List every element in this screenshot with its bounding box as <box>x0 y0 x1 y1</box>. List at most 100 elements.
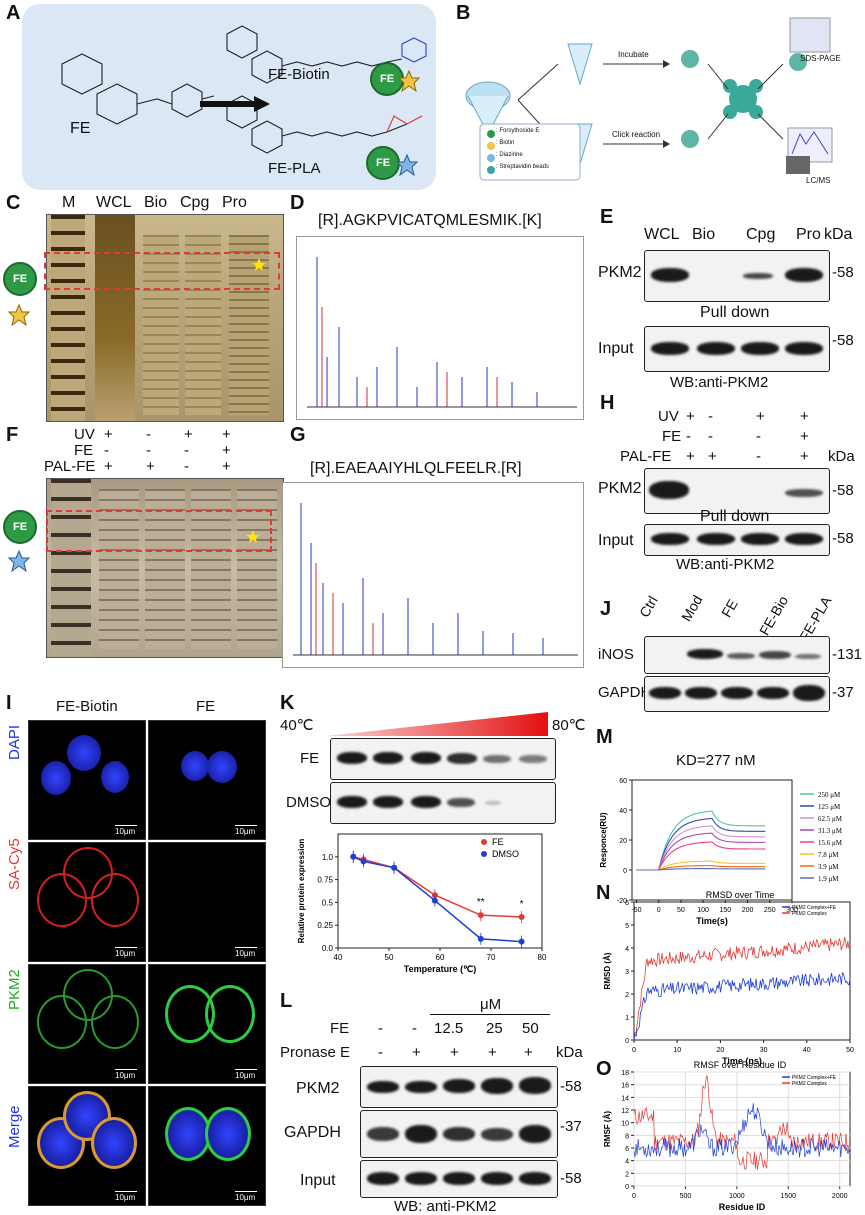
h-fe-2: - <box>708 428 713 445</box>
x-axis-label: Temperature (℃) <box>404 964 476 974</box>
legend-label: DMSO <box>492 849 519 859</box>
x-tick-label: 0 <box>632 1047 636 1054</box>
data-point <box>518 938 525 945</box>
f-fe-1: - <box>104 442 109 459</box>
y-tick-label: 40 <box>619 808 627 815</box>
e-lane-wcl: WCL <box>644 226 680 243</box>
y-tick-label: 18 <box>621 1070 629 1077</box>
h-uv-4: + <box>800 408 809 425</box>
y-tick-label: 0.0 <box>322 944 334 953</box>
o-rmsf-chart: RMSF over Residue ID 0 500 1000 1500 2000 0 2 4 6… <box>603 1060 851 1212</box>
i-row-pkm2: PKM2 <box>6 969 23 1010</box>
x-tick-label: 500 <box>680 1193 692 1200</box>
x-tick-label: 70 <box>487 953 496 962</box>
silver-stain-gel-c <box>46 214 284 422</box>
l-fe-3: 12.5 <box>434 1020 464 1037</box>
m-spr-chart: -50 0 50 100 150 200 250 300 -20 0 20 40 60 Time(s) Re… <box>599 778 843 926</box>
ms-spectrum-g <box>282 482 584 668</box>
scale-label: 10μm <box>235 827 256 836</box>
y-tick-label: 6 <box>625 900 629 907</box>
x-axis-label: Time(s) <box>696 916 728 926</box>
f-fe-2: - <box>146 442 151 459</box>
e-kda: kDa <box>824 226 853 243</box>
scale-label: 10μm <box>235 1193 256 1202</box>
chart-title: RMSF over Residue ID <box>694 1060 787 1070</box>
fe-pla-label: FE-PLA <box>268 160 321 177</box>
click-reaction-label: Click reaction <box>612 130 661 139</box>
x-tick-label: 0 <box>657 907 661 914</box>
k-dmso-label: DMSO <box>286 794 331 811</box>
e-lane-cpg: Cpg <box>746 226 776 243</box>
x-tick-label: 10 <box>673 1047 681 1054</box>
significance-annotation: ** <box>477 897 485 908</box>
h-pkm2-label: PKM2 <box>598 480 642 497</box>
e-pulldown-label: Pull down <box>700 304 770 321</box>
x-tick-label: 40 <box>334 953 343 962</box>
y-axis-label: RMSF (Å) <box>603 1111 612 1147</box>
y-tick-label: 20 <box>619 838 627 845</box>
data-point <box>360 858 367 865</box>
j-lane-ctrl: Ctrl <box>636 593 661 620</box>
l-input-blot <box>360 1160 558 1198</box>
lane-bio: Bio <box>144 194 168 211</box>
x-tick-label: 300 <box>786 907 798 914</box>
gel-c-highlight-box <box>44 252 280 290</box>
series-line-complex-fe <box>633 971 851 1041</box>
k-temp-high: 80℃ <box>552 717 586 734</box>
scale-label: 10μm <box>115 1193 136 1202</box>
y-tick-label: 0.75 <box>317 876 333 885</box>
y-tick-label: 60 <box>619 778 627 785</box>
y-tick-label: 2 <box>625 1171 629 1178</box>
l-pr-3: + <box>450 1044 459 1061</box>
h-palfe-3: - <box>756 448 761 465</box>
l-pr-2: + <box>412 1044 421 1061</box>
data-point <box>477 912 484 919</box>
micro-pkm2-fe: 10μm <box>148 964 266 1084</box>
panel-a-letter: A <box>6 2 21 24</box>
sensorgram-3 <box>636 832 766 871</box>
data-point <box>477 935 484 942</box>
panel-f-letter: F <box>6 424 19 446</box>
panel-c-biotin-icon <box>8 304 30 326</box>
l-pkm2-blot <box>360 1066 558 1108</box>
f-uv-label: UV <box>74 426 95 443</box>
f-uv-2: - <box>146 426 151 443</box>
x-tick-label: 1000 <box>729 1193 745 1200</box>
f-uv-4: + <box>222 426 231 443</box>
panel-b-workflow <box>465 17 833 181</box>
diazirine-star-icon <box>396 154 418 176</box>
panel-a-structures <box>61 25 427 154</box>
e-mw1: -58 <box>832 264 854 281</box>
gel-c-star-icon <box>252 258 266 271</box>
sensorgram-7 <box>636 867 766 871</box>
x-tick-label: 30 <box>760 1047 768 1054</box>
legend-label: 15.6 μM <box>818 839 843 847</box>
significance-annotation: * <box>520 899 524 910</box>
lane-wcl: WCL <box>96 194 132 211</box>
f-uv-3: + <box>184 426 193 443</box>
l-fe-5: 50 <box>522 1020 539 1037</box>
incubate-label: Incubate <box>618 50 649 59</box>
h-fe-label: FE <box>662 428 682 445</box>
panel-m-letter: M <box>596 726 613 748</box>
legend-label: PKM2 Complex+FE <box>792 1075 837 1081</box>
i-row-dapi: DAPI <box>6 724 23 760</box>
x-axis-label: Residue ID <box>719 1202 766 1212</box>
i-col-fe: FE <box>196 698 216 715</box>
lane-cpg: Cpg <box>180 194 210 211</box>
l-input-label: Input <box>300 1172 336 1189</box>
y-axis-label: Relative protein expression <box>297 839 306 944</box>
lane-m: M <box>62 194 76 211</box>
panel-n-letter: N <box>596 882 611 904</box>
legend-label: 1.9 μM <box>818 875 839 883</box>
gel-f-star-icon <box>246 530 260 543</box>
f-palfe-3: - <box>184 458 189 475</box>
fe-biotin-label: FE-Biotin <box>268 66 330 83</box>
panel-j-letter: J <box>600 598 612 620</box>
h-kda: kDa <box>828 448 855 465</box>
e-input-label: Input <box>598 340 634 357</box>
f-palfe-2: + <box>146 458 155 475</box>
h-fe-1: - <box>686 428 691 445</box>
n-rmsd-chart: RMSD over Time 0 10 20 30 40 50 0 1 2 3 4 5 6 Time (ns… <box>603 890 854 1066</box>
f-fe-4: + <box>222 442 231 459</box>
